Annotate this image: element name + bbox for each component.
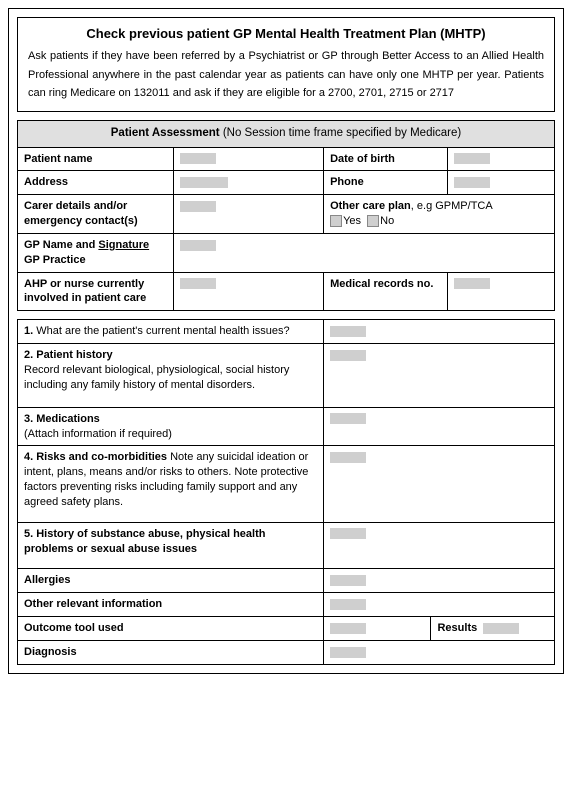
label-gp-name: GP Name and (24, 239, 98, 251)
field-phone[interactable] (447, 171, 554, 195)
label-gp-signature: Signature (98, 239, 149, 251)
q2-field[interactable] (324, 344, 555, 408)
field-address[interactable] (173, 171, 323, 195)
field-ahp[interactable] (173, 272, 323, 311)
checkbox-no[interactable] (367, 215, 379, 227)
label-outcome: Outcome tool used (18, 617, 324, 641)
field-patient-name[interactable] (173, 147, 323, 171)
intro-title: Check previous patient GP Mental Health … (28, 26, 544, 41)
field-diagnosis[interactable] (324, 640, 555, 664)
page-container: Check previous patient GP Mental Health … (8, 8, 564, 674)
q1-label: 1. What are the patient's current mental… (18, 320, 324, 344)
field-allergies[interactable] (324, 569, 555, 593)
checkbox-yes[interactable] (330, 215, 342, 227)
assessment-table: Patient Assessment (No Session time fram… (17, 120, 555, 311)
label-med-rec: Medical records no. (324, 272, 448, 311)
field-carer[interactable] (173, 195, 323, 234)
q3-text: (Attach information if required) (24, 428, 172, 440)
intro-box: Check previous patient GP Mental Health … (17, 17, 555, 112)
assessment-header-bold: Patient Assessment (111, 127, 220, 139)
q3-label: 3. Medications (Attach information if re… (18, 407, 324, 446)
label-gp: GP Name and Signature GP Practice (18, 233, 174, 272)
field-other-info[interactable] (324, 593, 555, 617)
q4-num: 4. Risks and co-morbidities (24, 451, 167, 463)
label-ahp: AHP or nurse currently involved in patie… (18, 272, 174, 311)
assessment-header: Patient Assessment (No Session time fram… (18, 121, 555, 148)
label-other-plan: Other care plan (330, 200, 411, 212)
label-phone: Phone (324, 171, 448, 195)
label-dob: Date of birth (324, 147, 448, 171)
q5-num: 5. History of substance abuse, physical … (24, 528, 265, 555)
intro-text: Ask patients if they have been referred … (28, 47, 544, 103)
q1-num: 1. (24, 325, 33, 337)
field-other-care-plan: Other care plan, e.g GPMP/TCA Yes No (324, 195, 555, 234)
field-gp[interactable] (173, 233, 554, 272)
label-allergies: Allergies (18, 569, 324, 593)
label-gp-practice: GP Practice (24, 254, 86, 266)
field-dob[interactable] (447, 147, 554, 171)
field-outcome[interactable] (324, 617, 431, 641)
label-other-info: Other relevant information (18, 593, 324, 617)
label-address: Address (18, 171, 174, 195)
q5-field[interactable] (324, 522, 555, 569)
questions-table: 1. What are the patient's current mental… (17, 319, 555, 665)
q5-label: 5. History of substance abuse, physical … (18, 522, 324, 569)
assessment-header-rest: (No Session time frame specified by Medi… (220, 127, 462, 139)
results-value[interactable] (483, 623, 519, 634)
label-results: Results (437, 622, 477, 634)
q4-field[interactable] (324, 446, 555, 522)
q3-num: 3. Medications (24, 413, 100, 425)
label-other-plan-eg: , e.g GPMP/TCA (411, 200, 493, 212)
q2-text: Record relevant biological, physiologica… (24, 364, 289, 391)
q1-field[interactable] (324, 320, 555, 344)
field-results: Results (431, 617, 555, 641)
label-diagnosis: Diagnosis (18, 640, 324, 664)
label-carer: Carer details and/or emergency contact(s… (18, 195, 174, 234)
label-patient-name: Patient name (18, 147, 174, 171)
q4-label: 4. Risks and co-morbidities Note any sui… (18, 446, 324, 522)
label-no: No (380, 215, 394, 227)
q3-field[interactable] (324, 407, 555, 446)
q2-num: 2. Patient history (24, 349, 113, 361)
field-med-rec[interactable] (447, 272, 554, 311)
q2-label: 2. Patient history Record relevant biolo… (18, 344, 324, 408)
q1-text: What are the patient's current mental he… (33, 325, 289, 337)
label-yes: Yes (343, 215, 361, 227)
